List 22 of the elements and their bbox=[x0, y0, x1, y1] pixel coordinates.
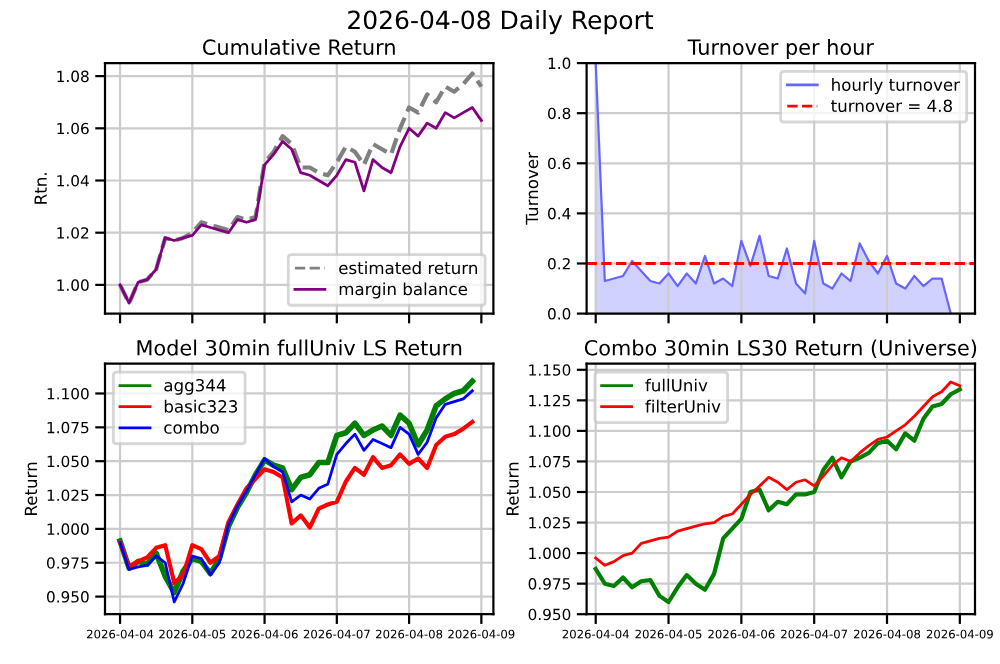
legend-label: turnover = 4.8 bbox=[831, 99, 952, 113]
chart-title: Cumulative Return bbox=[203, 38, 395, 56]
legend-label: combo bbox=[164, 420, 219, 434]
legend-label: agg344 bbox=[164, 378, 226, 395]
legend-label: estimated return bbox=[339, 261, 477, 275]
y-axis-title: Return bbox=[506, 462, 519, 515]
legend-label: fullUniv bbox=[645, 378, 708, 392]
y-axis-title: Turnover bbox=[525, 152, 539, 225]
line-series bbox=[594, 380, 962, 567]
chart-title: Combo 30min LS30 Return (Universe) bbox=[584, 339, 977, 359]
legend-label: margin balance bbox=[339, 282, 468, 299]
legend-label: filterUniv bbox=[645, 399, 721, 413]
line-series bbox=[118, 106, 483, 305]
chart-title: Model 30min fullUniv LS Return bbox=[137, 339, 462, 356]
y-axis-title: Rtn. bbox=[34, 173, 47, 204]
chart-title: Turnover per hour bbox=[687, 38, 874, 60]
y-axis-title: Return bbox=[24, 462, 38, 515]
line-series bbox=[117, 419, 475, 586]
text: 2026-04-08 Daily Report bbox=[348, 9, 654, 35]
line-series bbox=[117, 71, 484, 306]
legend-label: hourly turnover bbox=[832, 78, 960, 95]
legend-label: basic323 bbox=[164, 399, 238, 413]
